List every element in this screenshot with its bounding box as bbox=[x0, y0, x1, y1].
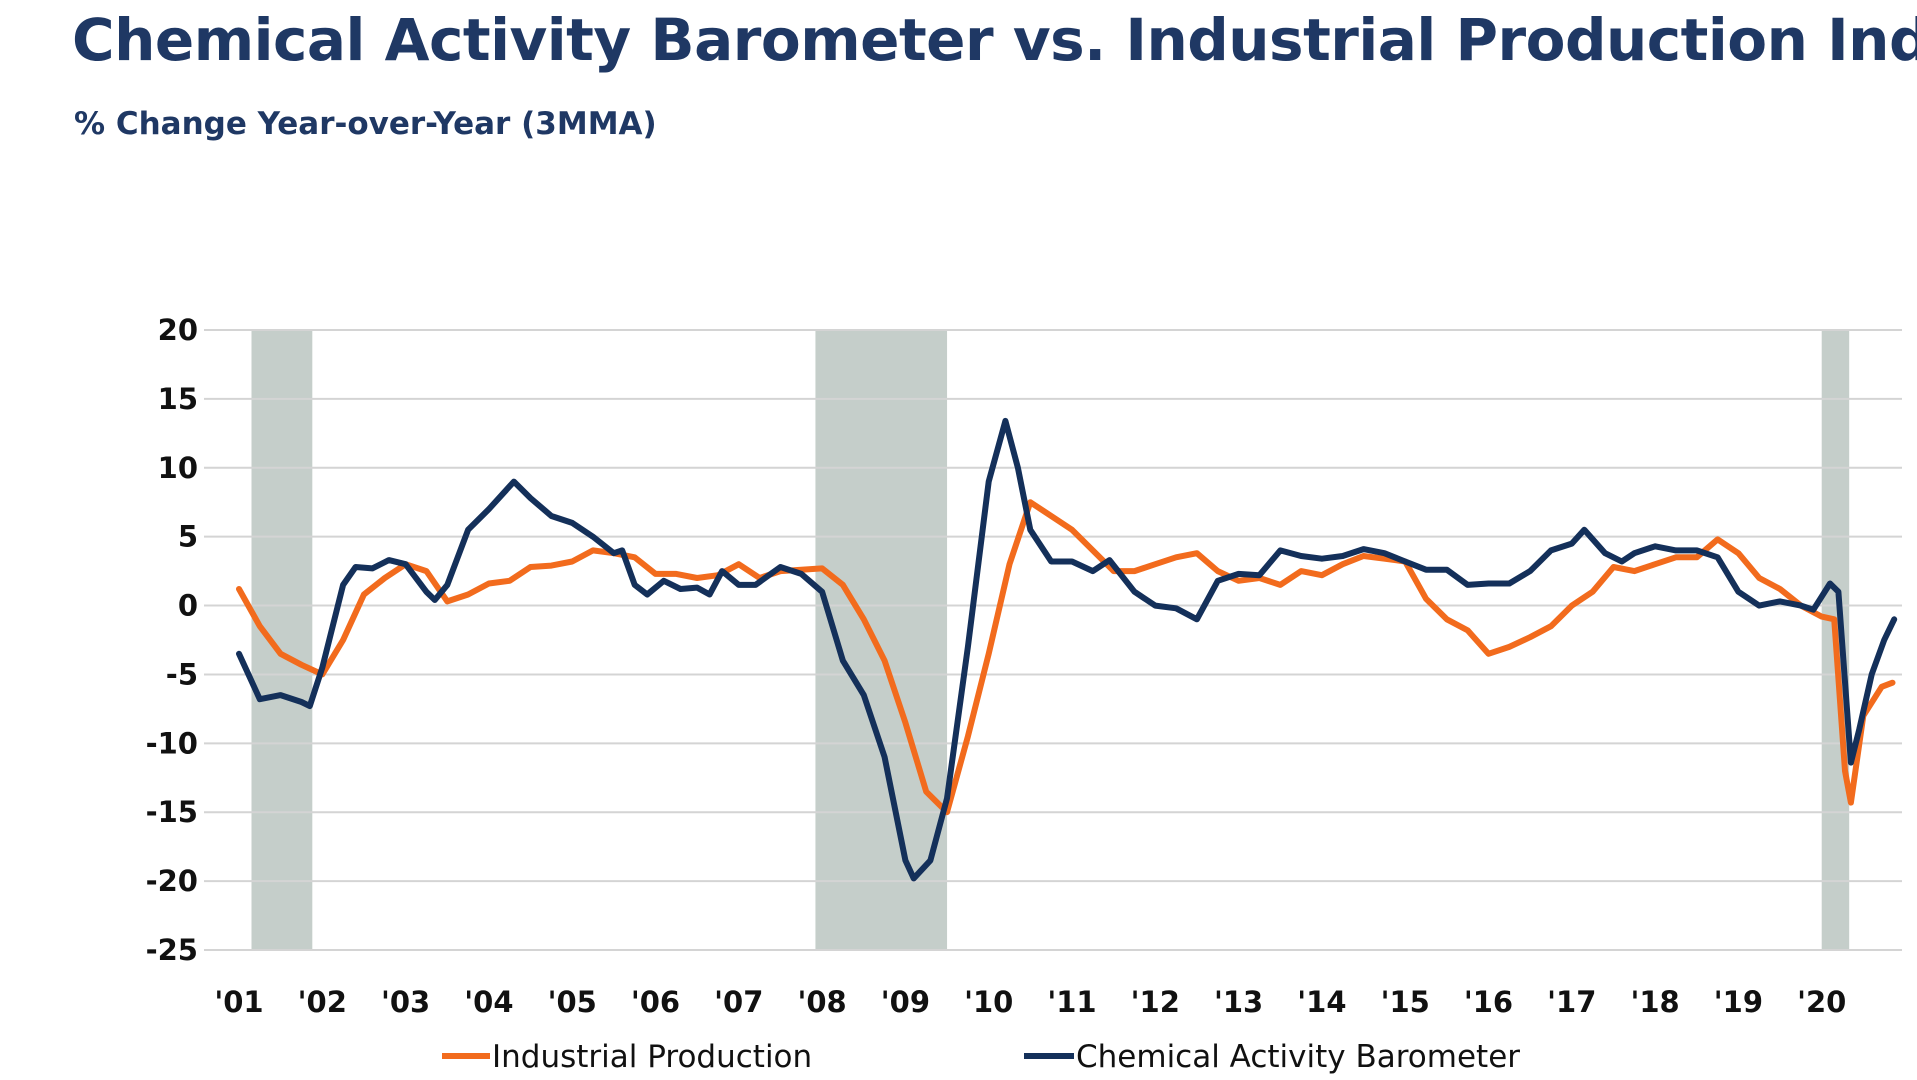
x-tick-label: '05 bbox=[548, 985, 597, 1019]
x-tick-label: '09 bbox=[881, 985, 930, 1019]
x-tick-label: '01 bbox=[214, 985, 263, 1019]
y-tick-label: 20 bbox=[158, 313, 198, 347]
series-line-industrial-production bbox=[236, 499, 1896, 816]
x-tick-label: '06 bbox=[631, 985, 680, 1019]
chart-subtitle: % Change Year-over-Year (3MMA) bbox=[74, 106, 657, 142]
x-tick-label: '10 bbox=[964, 985, 1013, 1019]
y-tick-label: -15 bbox=[146, 795, 198, 829]
x-tick-label: '07 bbox=[714, 985, 763, 1019]
x-tick-label: '19 bbox=[1714, 985, 1763, 1019]
x-tick-label: '02 bbox=[298, 985, 347, 1019]
y-tick-label: 15 bbox=[158, 382, 198, 416]
series-line-chemical-activity-barometer bbox=[236, 417, 1898, 882]
y-tick-label: 0 bbox=[178, 589, 198, 623]
x-tick-label: '20 bbox=[1797, 985, 1846, 1019]
legend-label: Industrial Production bbox=[492, 1039, 812, 1075]
x-tick-label: '18 bbox=[1630, 985, 1679, 1019]
x-tick-label: '14 bbox=[1297, 985, 1346, 1019]
y-tick-label: -10 bbox=[146, 726, 198, 760]
x-tick-label: '12 bbox=[1131, 985, 1180, 1019]
recession-band bbox=[251, 330, 313, 950]
y-tick-label: 5 bbox=[178, 520, 198, 554]
y-tick-label: -25 bbox=[146, 933, 198, 967]
x-tick-label: '16 bbox=[1464, 985, 1513, 1019]
legend-label: Chemical Activity Barometer bbox=[1076, 1039, 1520, 1075]
y-tick-label: -20 bbox=[146, 864, 198, 898]
y-tick-label: -5 bbox=[166, 657, 198, 691]
x-tick-label: '15 bbox=[1381, 985, 1430, 1019]
x-tick-label: '03 bbox=[381, 985, 430, 1019]
chart-title: Chemical Activity Barometer vs. Industri… bbox=[72, 6, 1917, 74]
x-tick-label: '13 bbox=[1214, 985, 1263, 1019]
x-tick-label: '11 bbox=[1047, 985, 1096, 1019]
y-tick-label: 10 bbox=[158, 451, 198, 485]
x-tick-label: '17 bbox=[1547, 985, 1596, 1019]
x-tick-label: '04 bbox=[464, 985, 513, 1019]
x-tick-label: '08 bbox=[797, 985, 846, 1019]
